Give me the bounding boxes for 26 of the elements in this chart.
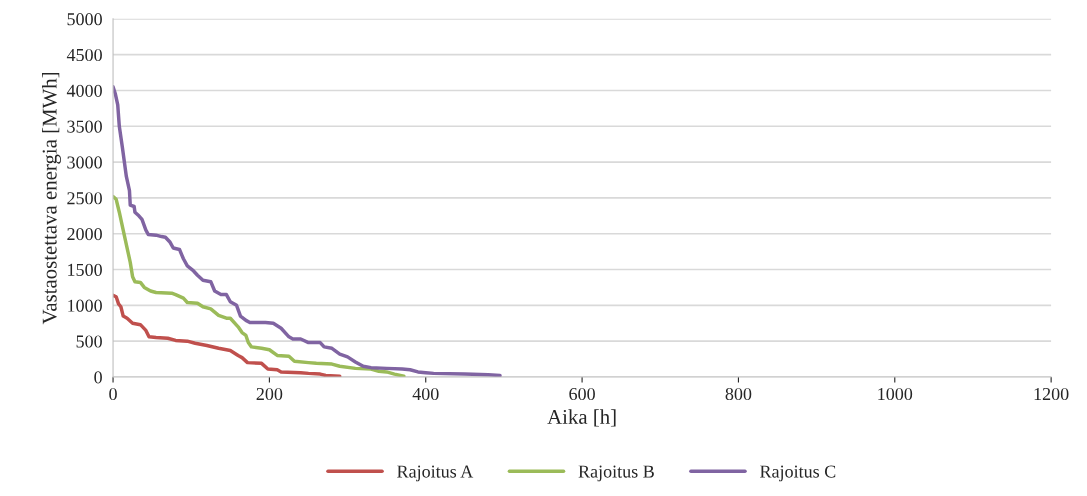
y-axis-title: Vastaostettava energia [MWh] [42,72,61,325]
x-tick-label: 200 [256,387,283,401]
y-tick-label: 2500 [67,192,102,205]
y-tick-label: 0 [94,371,102,384]
legend-label: Rajoitus A [397,465,474,482]
legend-label: Rajoitus C [760,465,836,482]
y-tick-label: 3500 [67,120,102,133]
x-axis-title: Aika [h] [547,409,616,427]
y-tick-label: 1500 [68,263,102,276]
x-tick-label: 0 [109,387,117,401]
x-tick-label: 400 [412,387,439,401]
y-tick-label: 3000 [67,156,102,169]
x-tick-label: 800 [725,387,752,401]
y-tick-label: 500 [76,335,102,348]
line-series [113,293,342,377]
y-tick-label: 4000 [66,84,102,97]
y-tick-label: 5000 [67,13,102,26]
y-tick-label: 2000 [67,227,102,241]
line-series [113,194,406,377]
y-tick-label: 4500 [66,48,102,62]
y-tick-label: 1000 [68,299,102,312]
line-series [113,85,502,377]
x-tick-label: 1200 [1034,387,1069,401]
x-tick-label: 1000 [878,387,913,401]
x-tick-label: 600 [569,387,595,401]
legend-label: Rajoitus B [578,465,654,482]
